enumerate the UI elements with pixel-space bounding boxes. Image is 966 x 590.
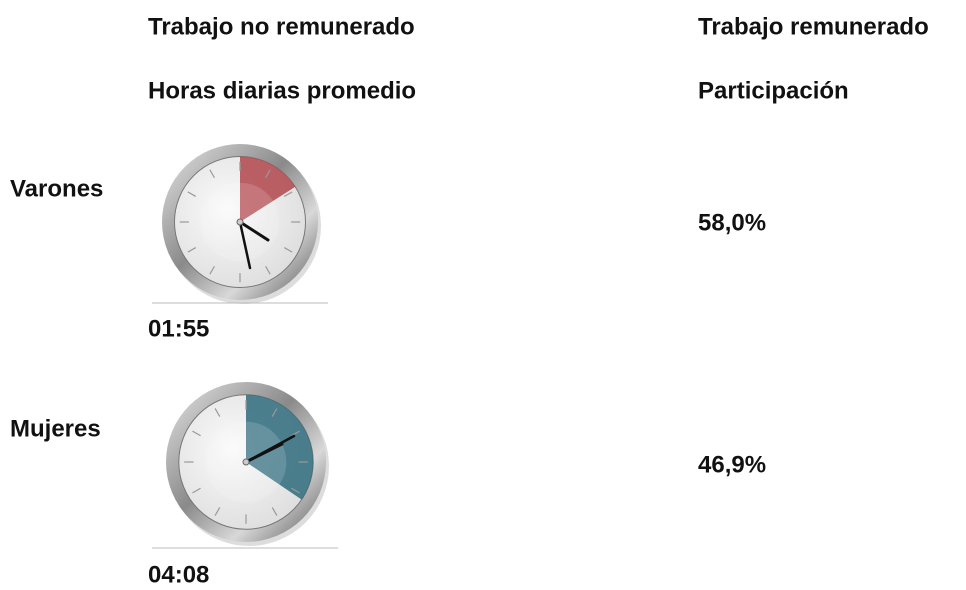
clock	[166, 382, 329, 546]
participation: 46,9%	[698, 451, 766, 478]
minute-hand	[238, 220, 252, 270]
time-sector	[240, 156, 296, 222]
clock-pin	[242, 458, 250, 466]
hour-tick	[187, 247, 197, 253]
hour-tick	[209, 265, 215, 275]
participation: 58,0%	[698, 209, 766, 236]
hour-tick	[214, 507, 221, 516]
hour-tick	[265, 265, 271, 275]
hour-tick	[214, 408, 221, 417]
hour-tick	[265, 169, 271, 179]
hour-tick	[291, 430, 300, 437]
hour-hand	[238, 220, 270, 242]
unpaid-subtitle: Horas diarias promedio	[148, 77, 416, 104]
hour-tick	[271, 507, 278, 516]
hour-tick	[283, 247, 293, 253]
clock	[162, 144, 321, 304]
clock-pin	[236, 218, 244, 226]
hour-tick	[283, 191, 293, 197]
row-label: Mujeres	[10, 415, 101, 442]
hour-tick	[271, 408, 278, 417]
hour-tick	[291, 487, 300, 494]
unpaid-title: Trabajo no remunerado	[148, 13, 415, 40]
paid-title: Trabajo remunerado	[698, 13, 929, 40]
hour-tick	[187, 191, 197, 197]
paid-subtitle: Participación	[698, 77, 849, 104]
time-label: 04:08	[148, 561, 209, 588]
hour-tick	[192, 487, 201, 494]
hour-tick	[192, 430, 201, 437]
time-label: 01:55	[148, 315, 209, 342]
minute-hand	[244, 434, 296, 464]
row-label: Varones	[10, 175, 103, 202]
time-sector	[246, 394, 314, 500]
hour-tick	[209, 169, 215, 179]
